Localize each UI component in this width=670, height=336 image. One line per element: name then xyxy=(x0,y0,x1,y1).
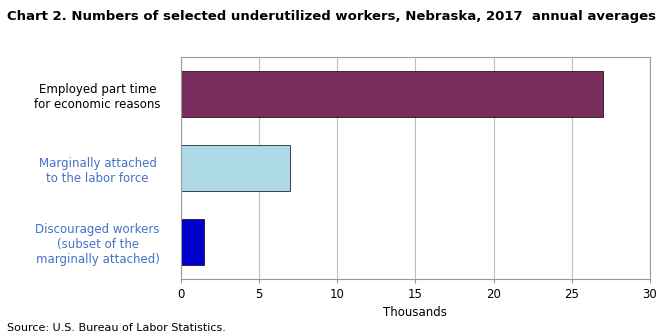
Bar xyxy=(181,71,603,117)
Text: Source: U.S. Bureau of Labor Statistics.: Source: U.S. Bureau of Labor Statistics. xyxy=(7,323,226,333)
Text: Chart 2. Numbers of selected underutilized workers, Nebraska, 2017  annual avera: Chart 2. Numbers of selected underutiliz… xyxy=(7,10,656,23)
X-axis label: Thousands: Thousands xyxy=(383,306,448,320)
Bar xyxy=(181,145,290,191)
Bar xyxy=(181,219,204,265)
